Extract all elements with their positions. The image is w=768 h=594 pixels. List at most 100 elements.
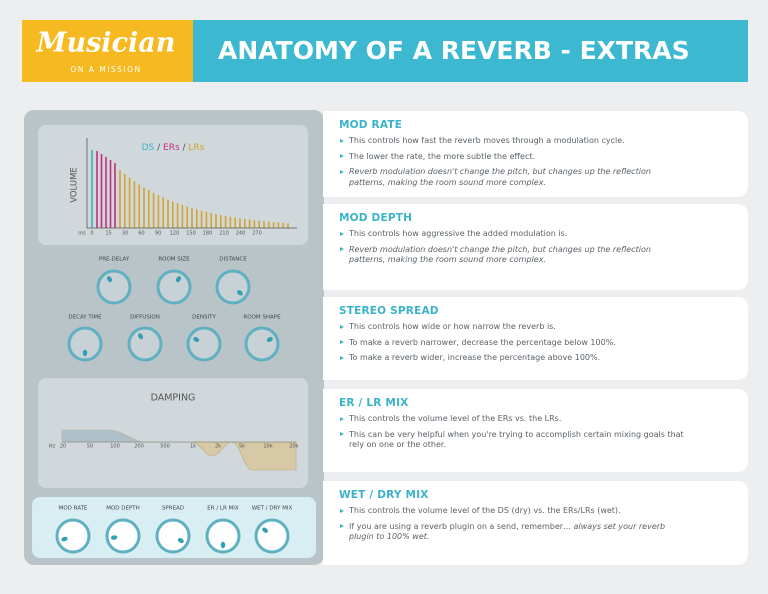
bullet: If you are using a reverb plugin on a se… (339, 522, 689, 543)
x-label: 20 (60, 444, 66, 450)
bullet: To make a reverb narrower, decrease the … (339, 338, 689, 349)
bullet-emphasis: always set your reverb plugin to 100% we… (349, 521, 666, 542)
knob-indicator (61, 536, 68, 542)
legend-ds: DS (142, 143, 155, 153)
bullet: The lower the rate, the more subtle the … (339, 152, 689, 163)
knob-label: DENSITY (192, 315, 216, 321)
knob (155, 518, 191, 554)
knob-indicator (262, 527, 268, 533)
x-label: 10k (263, 444, 272, 450)
x-label: 210 (219, 231, 229, 237)
bullet-text: This controls the volume level of the ER… (349, 414, 562, 423)
bullet: To make a reverb wider, increase the per… (339, 353, 689, 364)
x-label: 240 (236, 231, 246, 237)
bars (91, 150, 289, 228)
logo-band (22, 20, 193, 82)
damping-box (38, 378, 308, 488)
section-title: STEREO SPREAD (339, 305, 439, 317)
x-label: 270 (252, 231, 262, 237)
x-label: 15 (105, 231, 111, 237)
knob-indicator (177, 538, 184, 543)
x-label: 1k (190, 444, 196, 450)
section-title: MOD RATE (339, 119, 403, 131)
bullet-list: This controls how aggressive the added m… (339, 229, 728, 266)
knob (127, 326, 163, 362)
x-label: 50 (87, 444, 93, 450)
section-card: MOD DEPTH This controls how aggressive th… (323, 204, 748, 290)
bullet: This controls how wide or how narrow the… (339, 322, 689, 333)
knob-label: MOD RATE (59, 506, 88, 512)
knob-indicator (82, 349, 88, 357)
knob (186, 326, 222, 362)
knob-indicator (193, 337, 200, 342)
bullet: This controls how fast the reverb moves … (339, 136, 689, 147)
section-card: WET / DRY MIX This controls the volume le… (323, 481, 748, 565)
knob-label: MOD DEPTH (106, 506, 140, 512)
bullet: This can be very helpful when you're try… (339, 430, 689, 451)
bullet: This controls the volume level of the ER… (339, 414, 689, 425)
section-title: ER / LR MIX (339, 397, 409, 409)
knob (215, 269, 251, 305)
section-card: STEREO SPREAD This controls how wide or h… (323, 297, 748, 380)
knob-label: ROOM SHAPE (243, 315, 281, 321)
x-label: 5k (239, 444, 245, 450)
bullet: Reverb modulation doesn't change the pit… (339, 245, 689, 266)
x-label: 120 (170, 231, 180, 237)
x-label: 180 (203, 231, 213, 237)
bullet-list: This controls how wide or how narrow the… (339, 322, 728, 364)
knob (67, 326, 103, 362)
knob-indicator (107, 276, 112, 283)
bullet-text: This controls how aggressive the added m… (349, 229, 568, 238)
damping-shade (62, 430, 145, 442)
bullet-list: This controls the volume level of the DS… (339, 506, 728, 543)
x-label: 60 (138, 231, 144, 237)
y-axis-label: VOLUME (70, 167, 80, 203)
section-card: ER / LR MIX This controls the volume leve… (323, 389, 748, 472)
bullet-text: This controls the volume level of the DS… (349, 506, 621, 515)
damping-x-labels: Hz 20 50 100 200 500 1k 2k 5k 10k 20k (49, 444, 299, 450)
knob-indicator (138, 333, 143, 340)
knob-indicator (220, 541, 226, 549)
bullet-emphasis: Reverb modulation doesn't change the pit… (349, 167, 651, 187)
section-title: MOD DEPTH (339, 212, 413, 224)
x-label: 20k (289, 444, 298, 450)
knob-label: DIFFUSION (130, 315, 160, 321)
knob-label: ER / LR MIX (207, 506, 239, 512)
x-label: Hz (49, 444, 56, 450)
bullet-text: This can be very helpful when you're try… (349, 429, 684, 450)
tagline: ON A MISSION (70, 65, 141, 74)
section-title: WET / DRY MIX (339, 489, 429, 501)
legend-lrs: LRs (188, 143, 204, 153)
knob-label: ROOM SIZE (158, 257, 190, 263)
knob-label: PRE-DELAY (99, 257, 130, 263)
graph-legend: DS / ERs / LRs (142, 143, 205, 153)
x-label: 90 (155, 231, 161, 237)
knob (244, 326, 280, 362)
knob-label: SPREAD (162, 506, 184, 512)
bullet-text: To make a reverb wider, increase the per… (349, 353, 601, 362)
section-card: MOD RATE This controls how fast the rever… (323, 111, 748, 197)
x-label: 100 (110, 444, 120, 450)
x-label: 0 (90, 231, 93, 237)
page-title: ANATOMY OF A REVERB - EXTRAS (218, 36, 690, 65)
knob-label: DECAY TIME (68, 315, 102, 321)
damping-title: DAMPING (151, 393, 196, 404)
knob-indicator (110, 535, 118, 540)
knob (105, 518, 141, 554)
knob-indicator (176, 276, 181, 283)
bullet: This controls the volume level of the DS… (339, 506, 689, 517)
bullet-text: To make a reverb narrower, decrease the … (349, 337, 616, 347)
x-label: 150 (186, 231, 196, 237)
bullet-list: This controls how fast the reverb moves … (339, 136, 728, 188)
bullet-text: The lower the rate, the more subtle the … (349, 151, 536, 161)
knob (205, 518, 241, 554)
logo: Musician (36, 28, 176, 59)
knob-indicator (237, 290, 243, 296)
x-label: 2k (215, 444, 221, 450)
title-band (193, 20, 748, 82)
bullet-list: This controls the volume level of the ER… (339, 414, 728, 451)
bullet-text: This controls how wide or how narrow the… (349, 322, 556, 331)
legend-ers: ERs (163, 143, 180, 153)
